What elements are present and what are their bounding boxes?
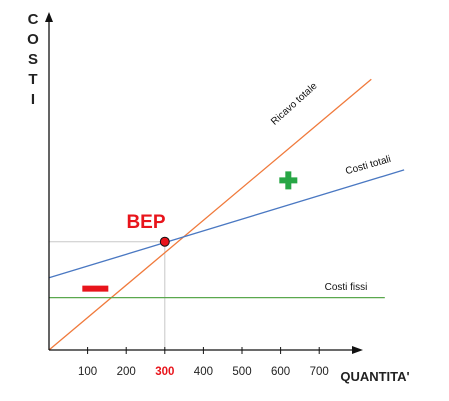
x-ticks: 100 200 300 400 500 600 700	[78, 347, 329, 378]
series-label-2: Costi fissi	[325, 282, 368, 293]
bep-guides	[49, 241, 166, 350]
y-axis-label-letter: S	[28, 51, 38, 68]
y-axis-label-letter: I	[31, 91, 35, 108]
x-axis-label: QUANTITA'	[340, 369, 409, 384]
labels: QUANTITA' Ricavo totale Costi totali Costi …	[126, 80, 409, 384]
x-tick-label: 600	[271, 366, 290, 378]
y-axis-arrow	[45, 12, 53, 22]
y-axis-label-letter: C	[28, 11, 39, 28]
series-line-0	[48, 78, 372, 351]
axes	[45, 12, 363, 354]
series-line-1	[48, 169, 405, 279]
bep-label: BEP	[126, 212, 165, 233]
plus-icon	[279, 171, 298, 190]
x-tick-label: 200	[117, 366, 136, 378]
series-label-1: Costi totali	[344, 154, 392, 177]
x-tick-label: 300	[155, 366, 174, 378]
series-label-0: Ricavo totale	[269, 80, 320, 127]
series-lines	[48, 78, 405, 351]
x-tick-label: 100	[78, 366, 97, 378]
x-axis-arrow	[352, 346, 363, 354]
x-tick-label: 500	[232, 366, 251, 378]
markers	[82, 171, 298, 292]
x-tick-label: 700	[310, 366, 329, 378]
y-axis-label-letter: T	[28, 71, 37, 88]
bep-point	[159, 236, 170, 247]
minus-icon	[82, 285, 109, 292]
y-axis-label-letter: O	[27, 31, 39, 48]
x-tick-label: 400	[194, 366, 213, 378]
